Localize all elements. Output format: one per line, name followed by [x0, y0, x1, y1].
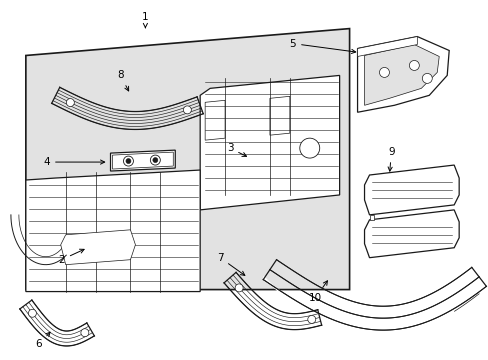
Polygon shape — [61, 230, 135, 265]
Circle shape — [126, 159, 131, 163]
Circle shape — [183, 106, 191, 114]
Circle shape — [123, 156, 133, 166]
Text: 10: 10 — [308, 281, 327, 302]
Circle shape — [28, 309, 36, 317]
Text: 6: 6 — [36, 332, 50, 349]
Circle shape — [235, 284, 243, 292]
Polygon shape — [369, 215, 374, 220]
Text: 4: 4 — [43, 157, 104, 167]
Circle shape — [150, 155, 160, 165]
Polygon shape — [357, 37, 448, 112]
Polygon shape — [364, 165, 458, 215]
Polygon shape — [200, 75, 339, 210]
Polygon shape — [110, 150, 175, 171]
Polygon shape — [112, 152, 173, 169]
Polygon shape — [364, 210, 458, 258]
Polygon shape — [205, 100, 224, 140]
Circle shape — [81, 329, 89, 337]
Circle shape — [379, 67, 388, 77]
Circle shape — [66, 99, 74, 107]
Text: 7: 7 — [216, 253, 244, 275]
Polygon shape — [269, 96, 289, 135]
Text: 3: 3 — [226, 143, 246, 156]
Polygon shape — [26, 170, 200, 292]
Text: 5: 5 — [289, 39, 355, 54]
Text: 9: 9 — [387, 147, 394, 171]
Text: 1: 1 — [142, 12, 148, 28]
Circle shape — [307, 315, 315, 323]
Circle shape — [299, 138, 319, 158]
Polygon shape — [357, 37, 416, 57]
Polygon shape — [364, 45, 438, 105]
Polygon shape — [26, 28, 349, 289]
Text: 2: 2 — [58, 249, 84, 265]
Circle shape — [422, 73, 431, 84]
Circle shape — [408, 60, 419, 71]
Text: 8: 8 — [117, 71, 128, 91]
Circle shape — [153, 158, 158, 163]
